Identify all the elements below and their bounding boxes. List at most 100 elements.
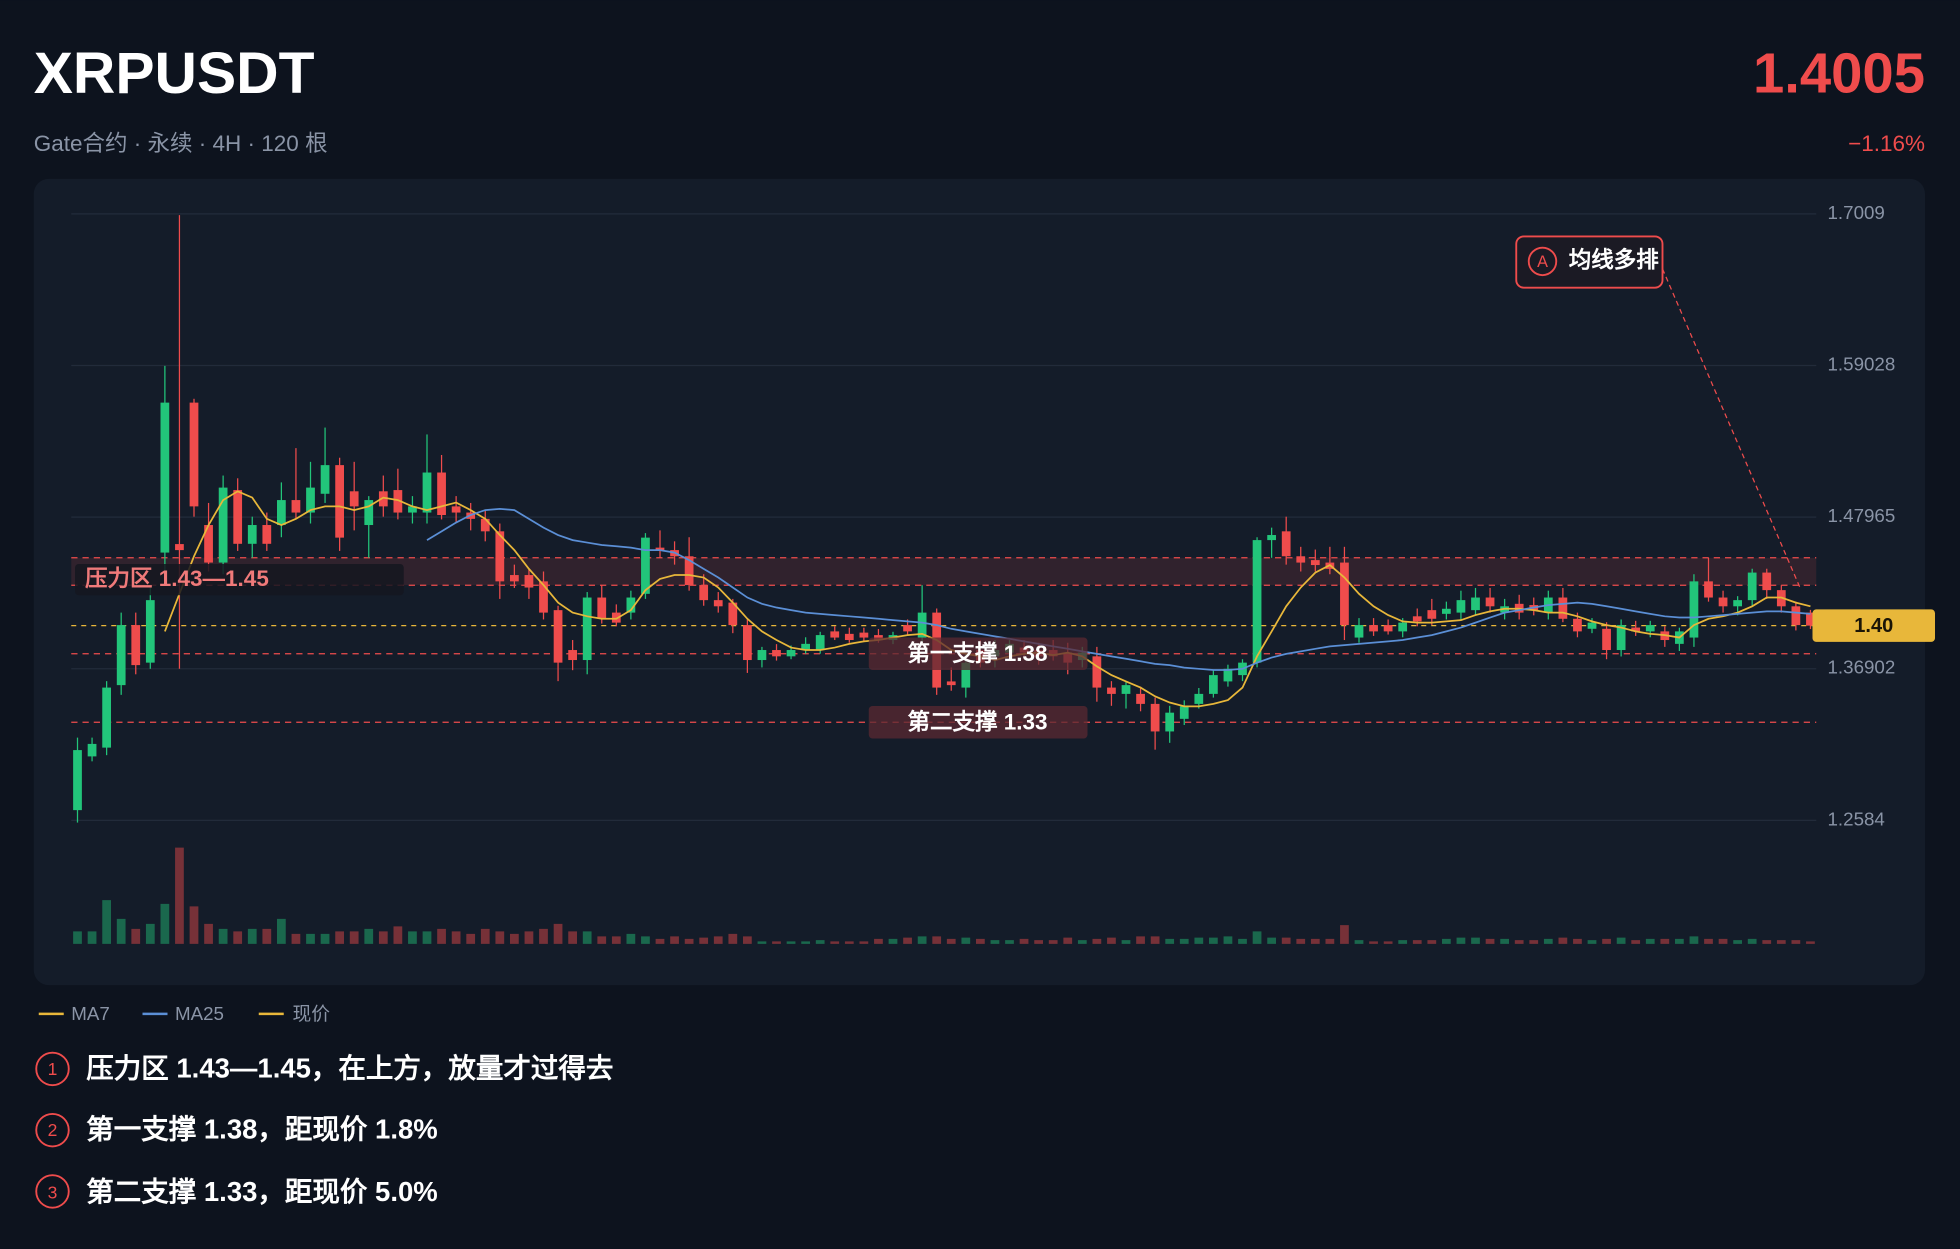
volume-bar <box>1194 937 1204 944</box>
candle-body <box>116 625 126 686</box>
ma-line <box>426 507 1811 671</box>
volume-bar <box>1791 940 1801 944</box>
volume-bar <box>1543 938 1553 944</box>
annotation-box <box>1515 235 1664 289</box>
subtitle: Gate合约 · 永续 · 4H · 120 根 <box>34 131 328 156</box>
volume-bar <box>1369 941 1378 944</box>
candle-body <box>277 500 286 526</box>
candle-body <box>1587 622 1597 629</box>
volume-bar <box>1310 938 1320 944</box>
level-label-bg <box>868 637 1088 670</box>
candle-body <box>1165 712 1175 732</box>
zone-label: 压力区 1.43—1.45 <box>85 566 269 591</box>
annotation-badge <box>1527 246 1558 277</box>
volume-bar <box>437 928 446 944</box>
candle-body <box>961 662 971 688</box>
candle-body <box>772 650 781 657</box>
volume-bar <box>1558 937 1568 944</box>
candle-body <box>189 402 199 507</box>
candle-body <box>786 650 796 657</box>
volume-bar <box>597 936 607 944</box>
volume-bar <box>772 941 781 944</box>
candle-body <box>1179 706 1189 719</box>
legend-label: MA25 <box>175 1003 224 1024</box>
volume-bar <box>233 931 243 944</box>
candle-body <box>1281 531 1291 557</box>
volume-bar <box>408 931 417 944</box>
price-tag-label: 1.40 <box>1854 615 1893 637</box>
volume-bar <box>1573 938 1582 944</box>
volume-bar <box>1107 937 1116 944</box>
volume-bar <box>1063 937 1073 944</box>
volume-bar <box>743 936 752 944</box>
candle-body <box>1427 610 1437 619</box>
candle-body <box>1267 535 1276 541</box>
price-change: −1.16% <box>1848 131 1925 156</box>
chart-panel <box>33 178 1925 986</box>
volume-bar <box>175 847 184 944</box>
candle-body <box>728 602 738 626</box>
candle-body <box>87 743 97 757</box>
volume-bar <box>1136 936 1145 944</box>
candle-body <box>422 472 432 513</box>
candle-body <box>349 491 359 507</box>
volume-bar <box>844 941 854 944</box>
candle-body <box>160 402 170 553</box>
volume-bar <box>451 931 461 944</box>
volume-bar <box>1267 937 1276 944</box>
volume-bar <box>145 923 155 944</box>
volume-bar <box>1383 941 1393 944</box>
candle-body <box>1456 600 1466 613</box>
volume-bar <box>364 928 374 944</box>
candle-body <box>844 633 854 641</box>
candle-body <box>233 490 243 544</box>
volume-bar <box>1806 941 1815 944</box>
candle-body <box>1194 693 1204 704</box>
volume-bar <box>1442 938 1451 944</box>
volume-bar <box>1150 936 1160 944</box>
volume-bar <box>1529 940 1539 944</box>
candle-body <box>684 556 694 586</box>
legend-label: MA7 <box>71 1003 110 1024</box>
volume-bar <box>582 931 592 944</box>
candle-body <box>408 506 417 513</box>
candle-body <box>320 465 330 494</box>
volume-bar <box>1412 940 1422 944</box>
candle-body <box>335 465 344 538</box>
candle-body <box>1573 618 1582 632</box>
volume-bar <box>306 933 315 944</box>
volume-bar <box>1602 938 1611 944</box>
candle-body <box>1733 600 1742 607</box>
volume-bar <box>1121 940 1131 944</box>
volume-bar <box>1077 940 1087 944</box>
candle-body <box>1296 556 1306 563</box>
last-price: 1.4005 <box>1753 41 1925 104</box>
candle-body <box>1150 703 1160 732</box>
note-text: 第一支撑 1.38，距现价 1.8% <box>86 1114 437 1145</box>
volume-bar <box>1281 937 1291 944</box>
volume-bar <box>757 941 767 944</box>
volume-bar <box>1165 938 1175 944</box>
candle-body <box>582 597 592 661</box>
level-label: 第一支撑 1.38 <box>907 640 1047 666</box>
candle-body <box>946 681 956 686</box>
candle-body <box>1209 675 1218 694</box>
zone-label-bg <box>75 563 404 596</box>
volume-bar <box>786 941 796 944</box>
candle-body <box>1136 693 1145 704</box>
volume-bar <box>247 928 257 944</box>
volume-bar <box>1689 936 1699 944</box>
candle-body <box>1704 581 1713 598</box>
volume-bar <box>1616 937 1626 944</box>
candle-body <box>1645 625 1655 632</box>
candle-body <box>145 600 155 663</box>
volume-bar <box>480 928 490 944</box>
candle-body <box>364 500 374 526</box>
note-text: 压力区 1.43—1.45，在上方，放量才过得去 <box>86 1052 613 1083</box>
volume-bar <box>1223 936 1233 944</box>
candle-body <box>393 490 403 513</box>
volume-bar <box>1398 940 1408 944</box>
volume-bar <box>1747 938 1757 944</box>
